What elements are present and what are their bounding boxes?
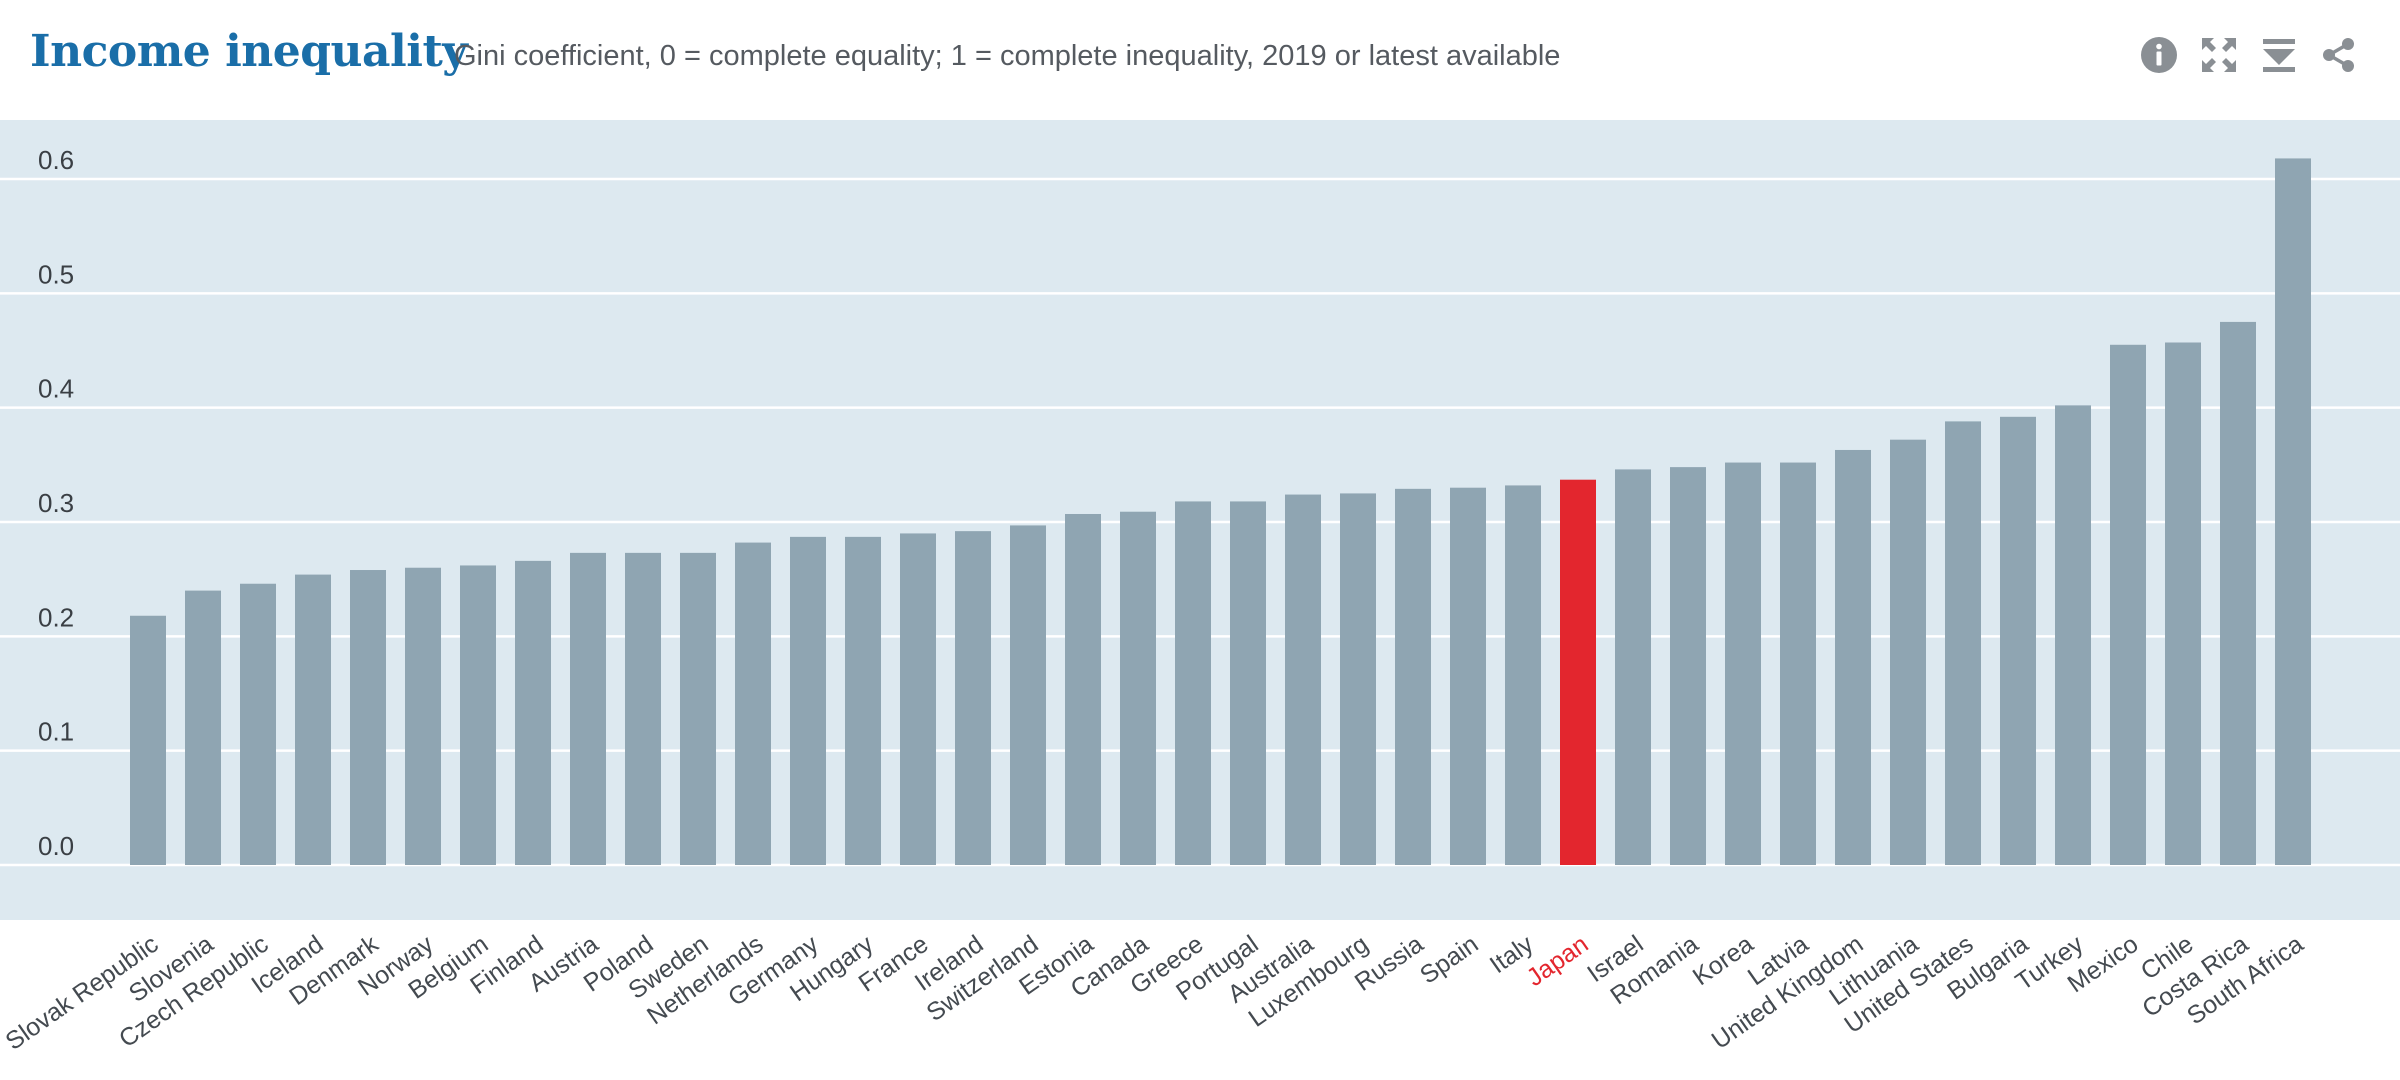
bar-austria[interactable]: [570, 552, 606, 865]
bar-hungary[interactable]: [845, 536, 881, 865]
y-tick-label: 0.6: [38, 145, 74, 175]
chart-subtitle: Gini coefficient, 0 = complete equality;…: [454, 40, 1561, 72]
bar-germany[interactable]: [790, 536, 826, 865]
y-tick-label: 0.0: [38, 831, 74, 861]
bar-switzerland[interactable]: [1010, 525, 1046, 865]
bar-lithuania[interactable]: [1890, 439, 1926, 865]
bar-chile[interactable]: [2165, 342, 2201, 865]
y-tick-label: 0.1: [38, 717, 74, 747]
bar-portugal[interactable]: [1230, 501, 1266, 865]
bar-finland[interactable]: [515, 560, 551, 865]
bar-south-africa[interactable]: [2275, 158, 2311, 866]
bar-canada[interactable]: [1120, 511, 1156, 865]
bar-costa-rica[interactable]: [2220, 321, 2256, 866]
bar-poland[interactable]: [625, 552, 661, 865]
download-icon[interactable]: [2260, 36, 2298, 74]
bar-japan[interactable]: [1560, 479, 1596, 865]
info-icon[interactable]: [2140, 36, 2178, 74]
bar-united-kingdom[interactable]: [1835, 449, 1871, 865]
bar-estonia[interactable]: [1065, 513, 1101, 865]
bar-turkey[interactable]: [2055, 405, 2091, 865]
bar-greece[interactable]: [1175, 501, 1211, 865]
bar-france[interactable]: [900, 533, 936, 865]
bar-slovenia[interactable]: [185, 590, 221, 865]
chart-header: Income inequality Gini coefficient, 0 = …: [0, 0, 2400, 120]
bar-luxembourg[interactable]: [1340, 493, 1376, 865]
bar-latvia[interactable]: [1780, 462, 1816, 865]
bar-romania[interactable]: [1670, 467, 1706, 865]
share-icon[interactable]: [2320, 36, 2358, 74]
bar-denmark[interactable]: [350, 570, 386, 865]
bar-israel[interactable]: [1615, 469, 1651, 865]
bar-belgium[interactable]: [460, 565, 496, 865]
x-tick-label: Japan: [1522, 930, 1594, 992]
bar-netherlands[interactable]: [735, 542, 771, 865]
x-tick-label: Korea: [1688, 930, 1759, 991]
bars: [130, 158, 2311, 866]
bar-korea[interactable]: [1725, 462, 1761, 865]
x-tick-label: Spain: [1415, 930, 1483, 990]
chart-title: Income inequality: [30, 26, 468, 77]
bar-italy[interactable]: [1505, 485, 1541, 865]
fullscreen-icon[interactable]: [2200, 36, 2238, 74]
bar-sweden[interactable]: [680, 552, 716, 865]
y-tick-label: 0.5: [38, 259, 74, 289]
toolbar: [2140, 36, 2358, 74]
bar-russia[interactable]: [1395, 488, 1431, 865]
bar-mexico[interactable]: [2110, 344, 2146, 865]
y-axis-ticks: 0.0 0.1 0.2 0.3 0.4 0.5 0.6: [38, 145, 74, 861]
bar-iceland[interactable]: [295, 574, 331, 865]
bar-ireland[interactable]: [955, 531, 991, 865]
bar-norway[interactable]: [405, 567, 441, 865]
bar-australia[interactable]: [1285, 494, 1321, 865]
bar-bulgaria[interactable]: [2000, 416, 2036, 865]
bar-spain[interactable]: [1450, 487, 1486, 865]
bar-united-states[interactable]: [1945, 421, 1981, 865]
bar-czech-republic[interactable]: [240, 583, 276, 865]
y-tick-label: 0.4: [38, 374, 74, 404]
bar-slovak-republic[interactable]: [130, 615, 166, 865]
y-tick-label: 0.2: [38, 602, 74, 632]
y-tick-label: 0.3: [38, 488, 74, 518]
